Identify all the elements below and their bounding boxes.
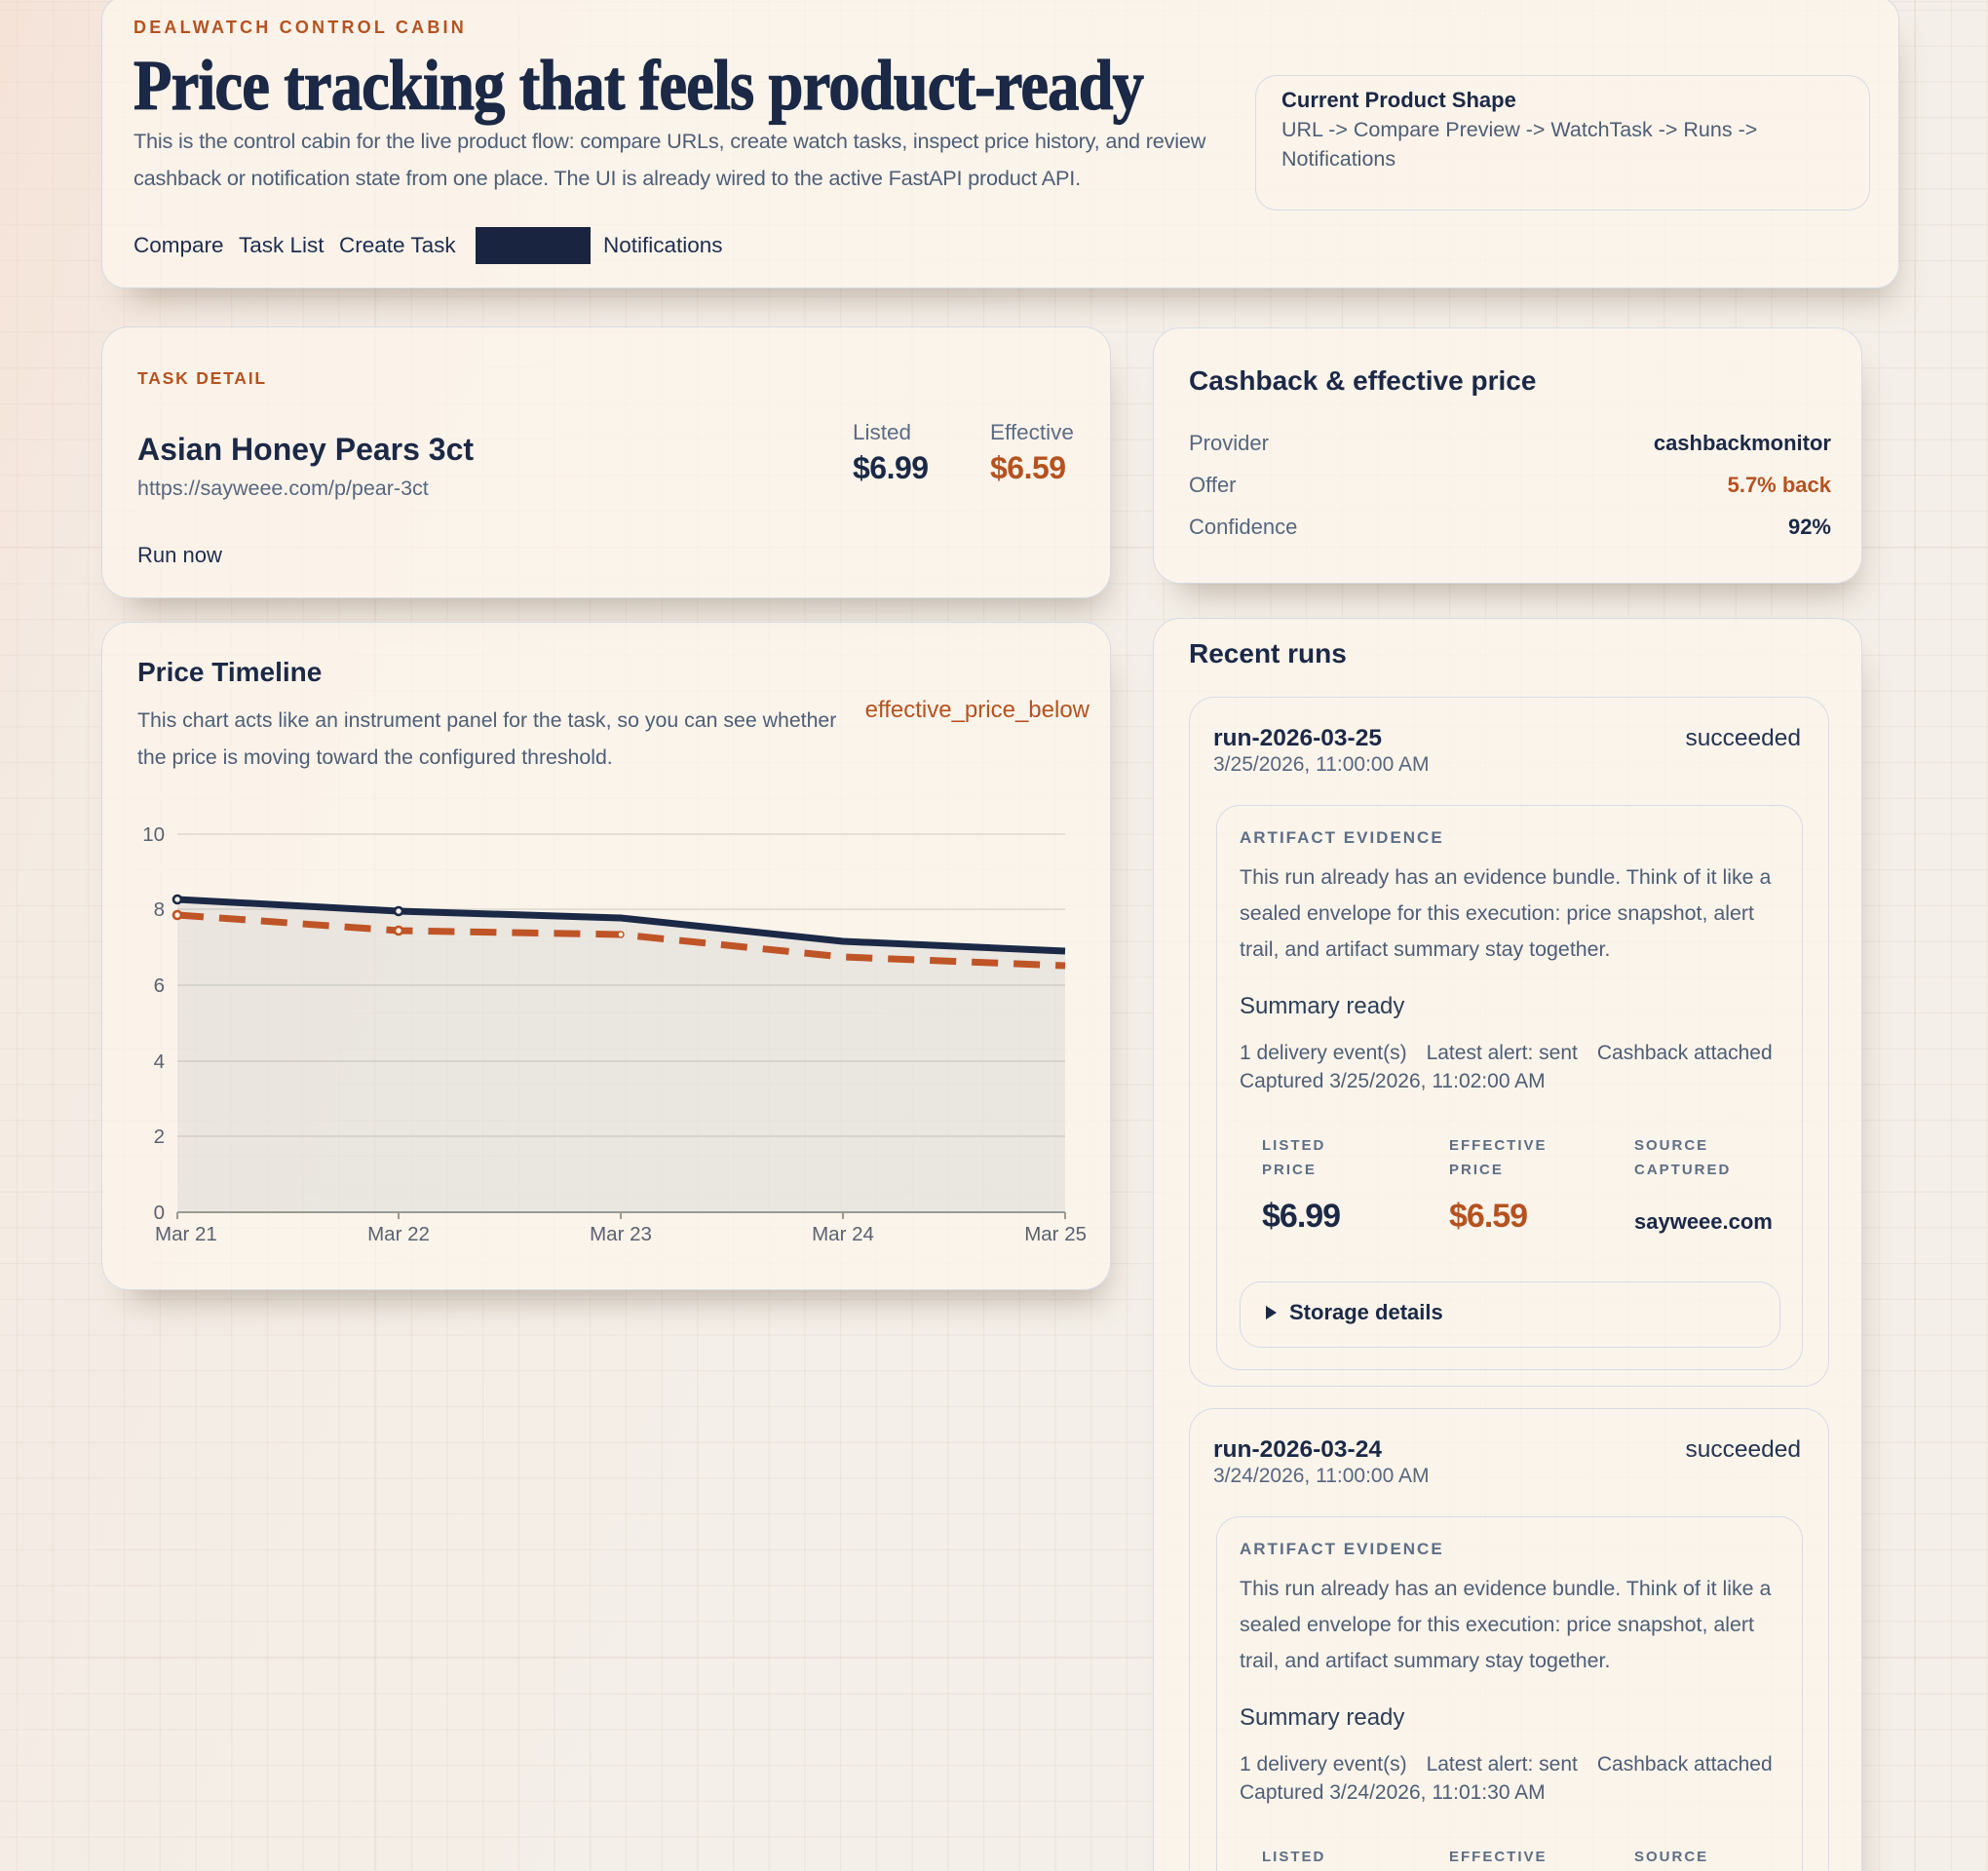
- svg-text:Mar 22: Mar 22: [367, 1223, 430, 1245]
- svg-text:Mar 23: Mar 23: [590, 1223, 652, 1245]
- svg-text:8: 8: [154, 898, 165, 921]
- svg-text:2: 2: [154, 1126, 165, 1148]
- svg-text:Mar 24: Mar 24: [812, 1223, 874, 1245]
- svg-text:Mar 21: Mar 21: [155, 1223, 217, 1245]
- svg-text:4: 4: [154, 1050, 165, 1073]
- svg-text:10: 10: [142, 823, 165, 846]
- svg-text:0: 0: [154, 1202, 165, 1224]
- svg-text:6: 6: [154, 974, 165, 997]
- svg-text:Mar 25: Mar 25: [1024, 1223, 1087, 1245]
